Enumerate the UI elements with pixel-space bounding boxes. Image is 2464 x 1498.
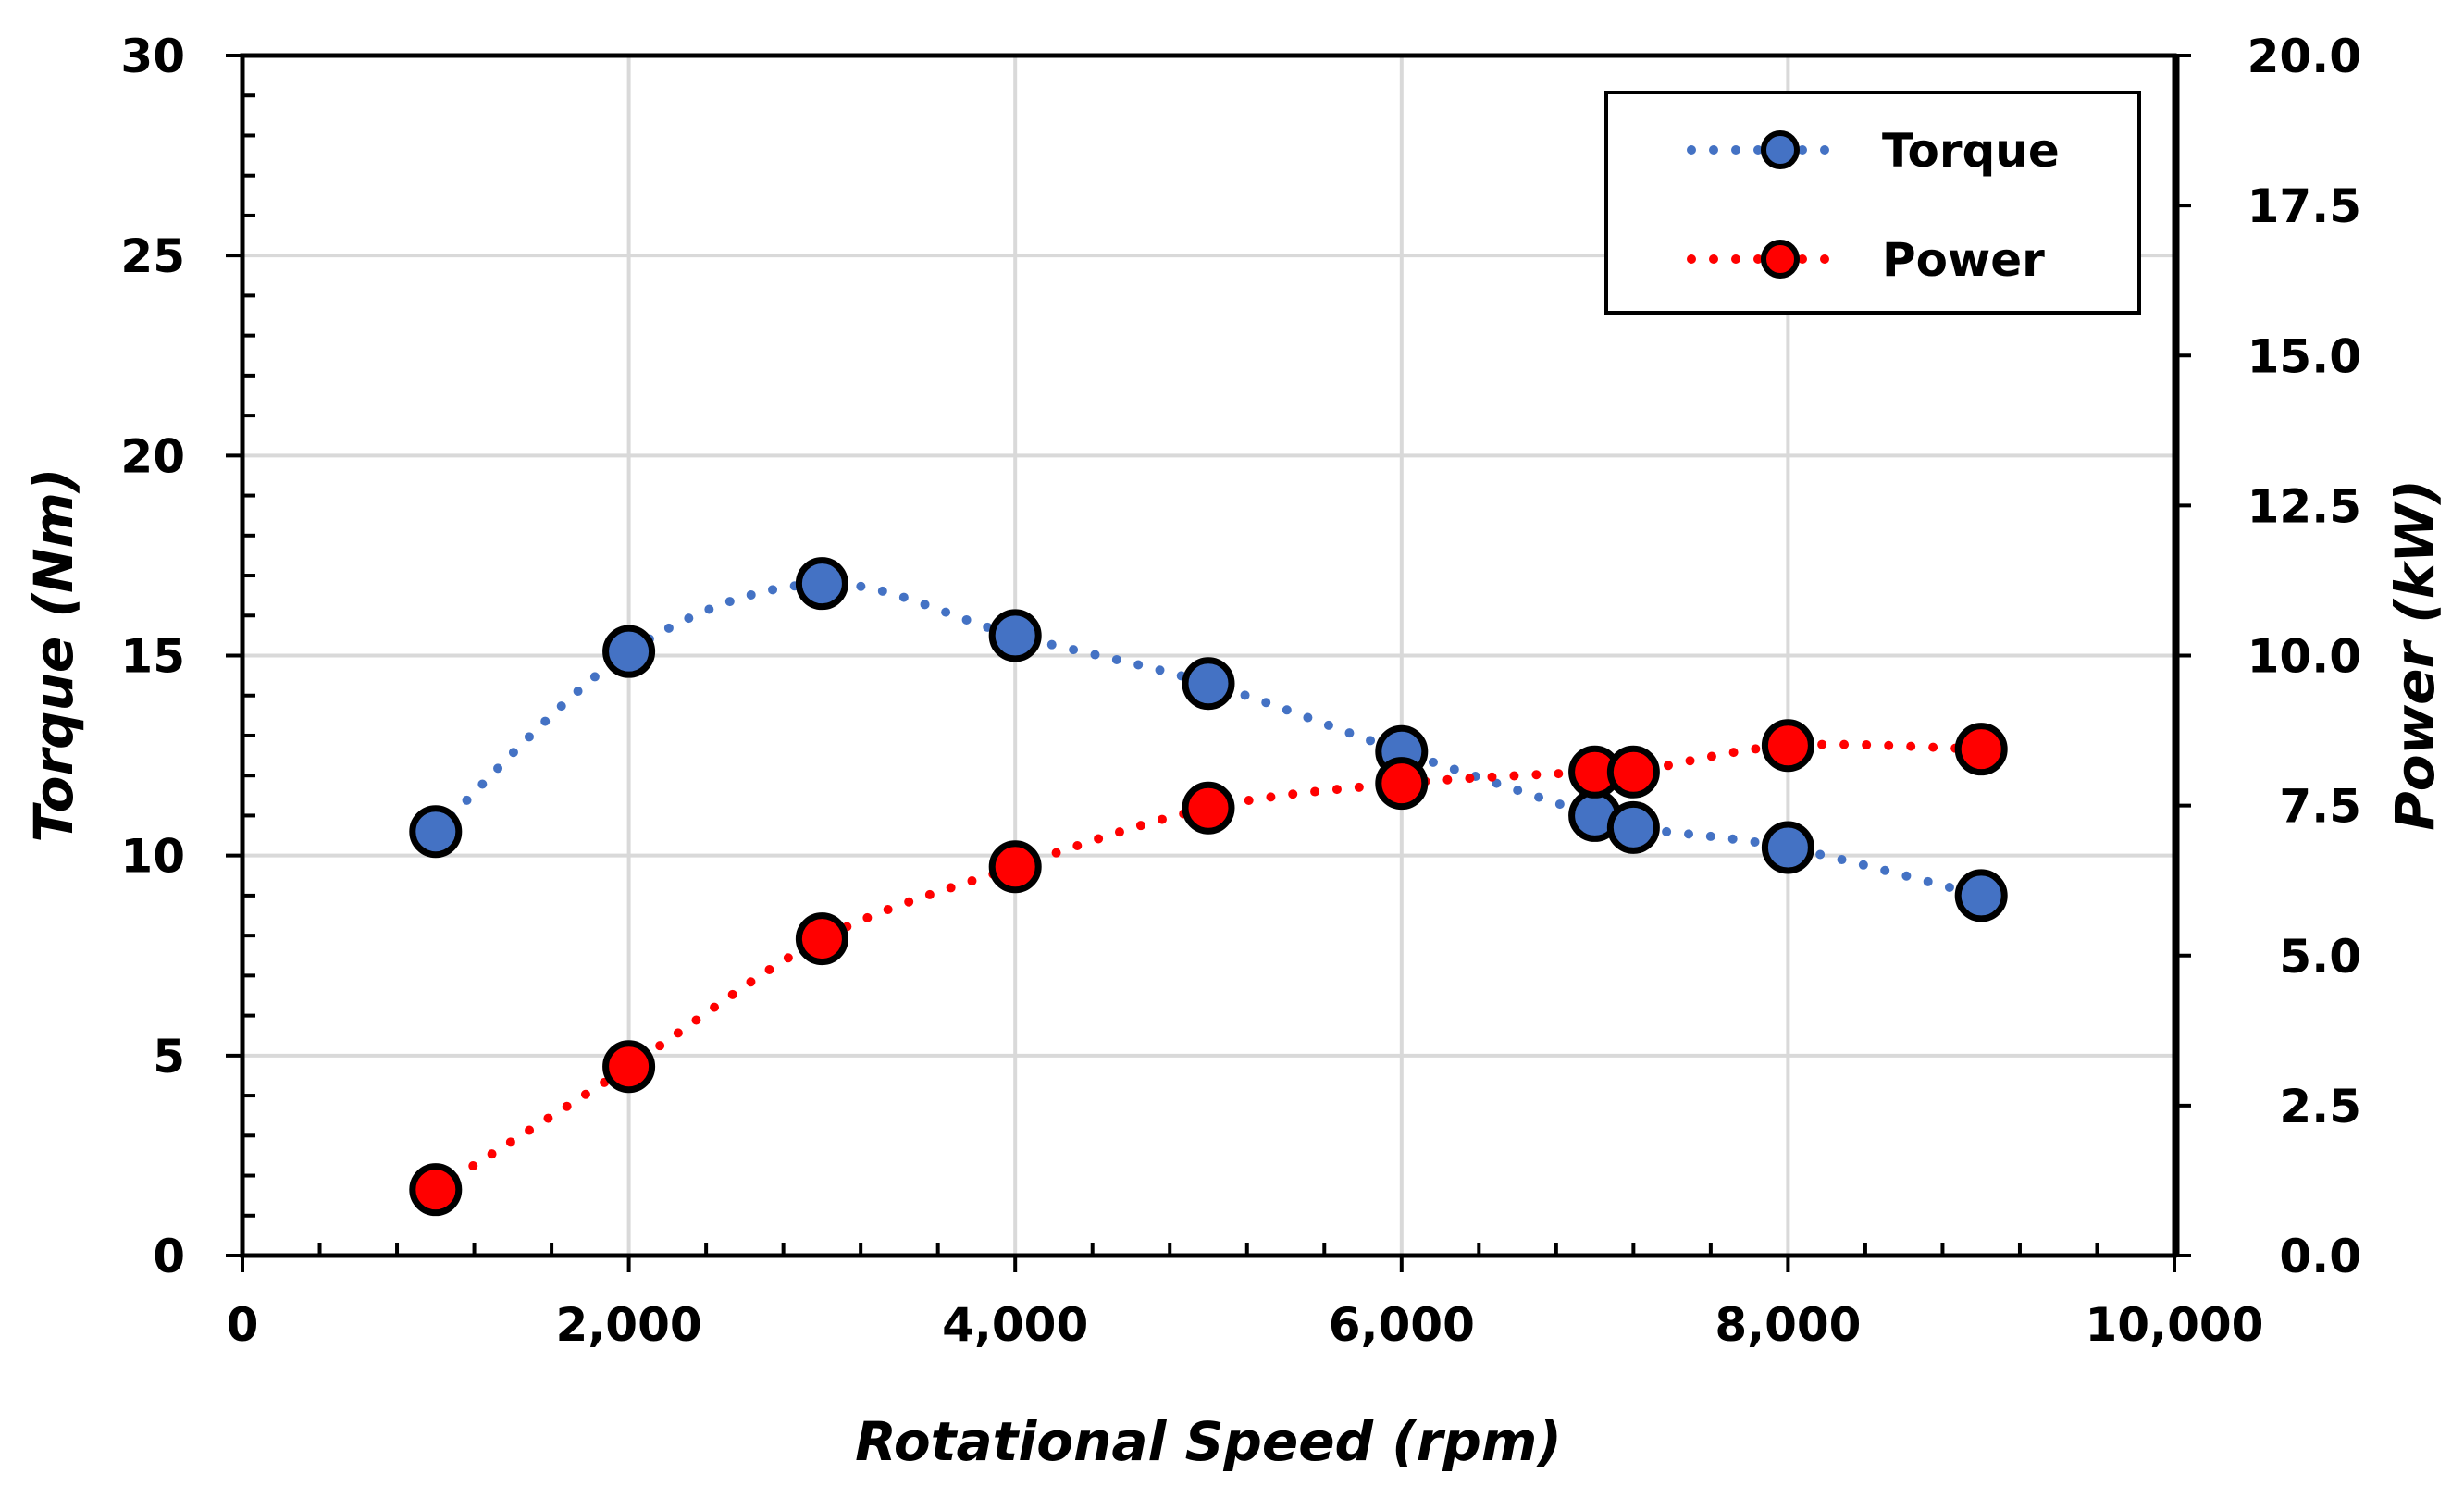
- power-data-point: [1606, 745, 1660, 799]
- legend: Torque Power: [1604, 91, 2141, 315]
- torque-data-point: [602, 625, 656, 678]
- y-axis-title: Torque (Nm): [22, 468, 85, 843]
- axes: 0 2,000 4,000 6,000 8,000 10,000 0 5 10 15 20 25 30 0…: [120, 30, 2361, 1352]
- power-data-point: [409, 1163, 463, 1217]
- y2-tick-label: 5.0: [2279, 930, 2361, 984]
- y2-tick-label: 2.5: [2279, 1080, 2361, 1133]
- power-data-point: [1761, 719, 1814, 773]
- x-tick-label: 4,000: [942, 1298, 1088, 1352]
- legend-torque-label: Torque: [1882, 124, 2060, 178]
- y-tick-label: 20: [120, 429, 185, 483]
- torque-data-point: [1761, 821, 1814, 874]
- y2-tick-label: 12.5: [2247, 479, 2361, 533]
- y2-tick-label: 17.5: [2247, 180, 2361, 233]
- power-data-point: [988, 840, 1042, 894]
- torque-data-point: [409, 805, 463, 859]
- y2-axis-title: Power (kW): [2384, 479, 2446, 831]
- power-data-point: [1182, 781, 1235, 835]
- y-tick-label: 0: [153, 1230, 185, 1283]
- y2-tick-label: 15.0: [2247, 329, 2361, 383]
- x-tick-label: 10,000: [2086, 1298, 2264, 1352]
- torque-data-point: [1182, 657, 1235, 711]
- y2-tick-label: 10.0: [2247, 630, 2361, 684]
- y2-tick-label: 7.5: [2279, 780, 2361, 834]
- y-tick-label: 15: [120, 630, 185, 684]
- legend-box: [1604, 91, 2141, 315]
- y2-tick-label: 0.0: [2279, 1230, 2361, 1283]
- x-tick-label: 0: [227, 1298, 259, 1352]
- torque-data-point: [988, 609, 1042, 662]
- legend-power-label: Power: [1882, 233, 2045, 287]
- power-data-point: [1954, 723, 2008, 776]
- legend-power-marker: [1761, 240, 1800, 279]
- y-tick-label: 5: [153, 1030, 185, 1083]
- power-data-point: [602, 1040, 656, 1094]
- y-tick-label: 10: [120, 830, 185, 884]
- x-tick-label: 2,000: [556, 1298, 702, 1352]
- y-tick-label: 30: [120, 30, 185, 83]
- series-layer: [409, 557, 2008, 1217]
- torque-data-point: [1954, 869, 2008, 922]
- x-tick-label: 6,000: [1329, 1298, 1475, 1352]
- torque-data-point: [1606, 800, 1660, 854]
- y-tick-label: 25: [120, 229, 185, 283]
- x-axis-title: Rotational Speed (rpm): [855, 1410, 1562, 1473]
- power-data-point: [1375, 757, 1429, 811]
- power-data-point: [795, 912, 848, 966]
- torque-data-point: [795, 557, 848, 611]
- legend-torque-marker: [1761, 130, 1800, 169]
- x-tick-label: 8,000: [1715, 1298, 1861, 1352]
- torque-series-line: [430, 578, 1987, 900]
- y2-tick-label: 20.0: [2247, 30, 2361, 83]
